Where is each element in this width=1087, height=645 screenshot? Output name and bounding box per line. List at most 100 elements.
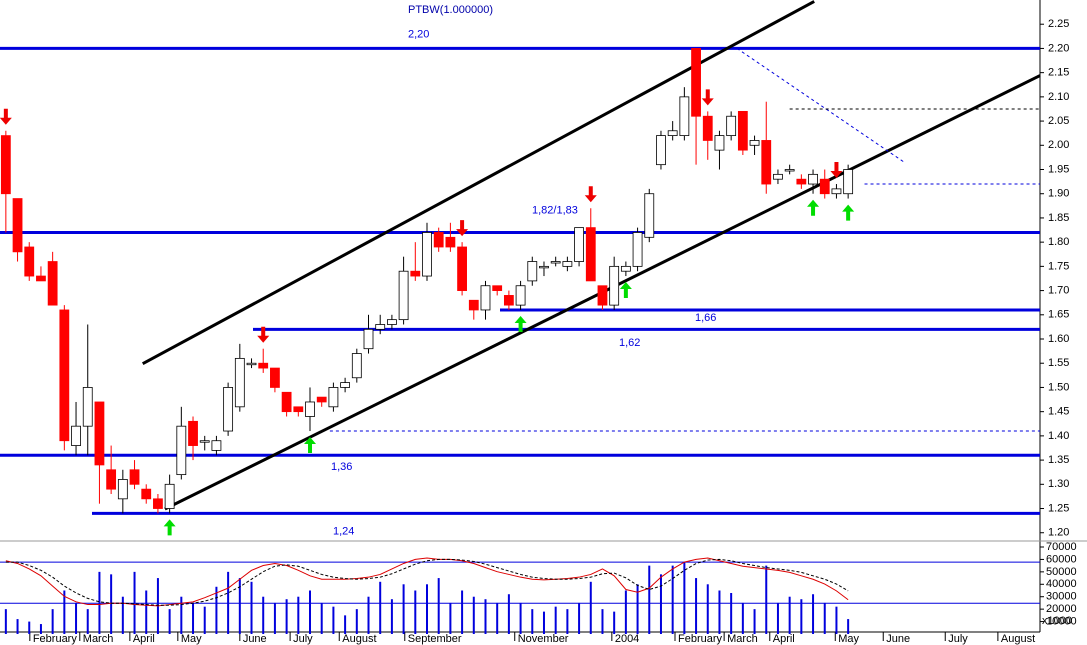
candle-body bbox=[843, 169, 854, 195]
level-label: 2,20 bbox=[408, 28, 429, 40]
candle-body bbox=[679, 96, 690, 137]
x-tick-label: September bbox=[408, 633, 462, 645]
x-tick-label: August bbox=[1001, 633, 1035, 645]
candle-body bbox=[410, 270, 421, 277]
buy-arrow bbox=[514, 315, 527, 332]
x-tick-label: April bbox=[133, 633, 155, 645]
candle-body bbox=[831, 188, 842, 195]
candle-body bbox=[819, 178, 830, 195]
candle-body bbox=[106, 469, 117, 490]
x-tick-label: March bbox=[727, 633, 758, 645]
y-tick-label: 70000 bbox=[1046, 541, 1077, 553]
candle-body bbox=[176, 425, 187, 476]
candle-body bbox=[71, 425, 81, 446]
buy-arrow bbox=[842, 204, 855, 221]
candle-body bbox=[281, 391, 292, 413]
level-label: 1,66 bbox=[695, 312, 716, 324]
candle-body bbox=[141, 488, 152, 500]
level-label: 1,82/1,83 bbox=[532, 204, 578, 216]
candle-body bbox=[94, 401, 105, 466]
buy-arrow bbox=[619, 282, 632, 299]
candle-body bbox=[667, 130, 678, 137]
candle-body bbox=[129, 469, 140, 485]
trend-line bbox=[142, 0, 815, 366]
chart-title: PTBW(1.000000) bbox=[408, 4, 493, 16]
candle-body bbox=[363, 328, 374, 350]
y-tick-label: 1.90 bbox=[1048, 188, 1069, 200]
y-tick-label: 2.20 bbox=[1048, 42, 1069, 54]
y-tick-label: 1.85 bbox=[1048, 212, 1069, 224]
y-tick-label: 1.35 bbox=[1048, 454, 1069, 466]
candle-body bbox=[328, 387, 339, 408]
candle-body bbox=[211, 440, 222, 451]
y-tick-label: 40000 bbox=[1046, 578, 1077, 590]
candle-body bbox=[749, 140, 760, 146]
candle-body bbox=[47, 261, 58, 306]
candle-body bbox=[199, 440, 210, 443]
y-tick-label: 1.40 bbox=[1048, 430, 1069, 442]
candle-body bbox=[773, 173, 783, 180]
candle-body bbox=[644, 193, 655, 238]
candle-body bbox=[609, 265, 620, 306]
y-tick-label: 30000 bbox=[1046, 591, 1077, 603]
y-tick-label: 1.95 bbox=[1048, 163, 1069, 175]
sell-arrow bbox=[0, 108, 12, 125]
candle-body bbox=[562, 261, 573, 267]
candle-body bbox=[761, 140, 772, 185]
candle-body bbox=[59, 309, 70, 442]
candle-body bbox=[527, 261, 538, 282]
x-tick-label: 2004 bbox=[615, 633, 639, 645]
candle-body bbox=[270, 367, 280, 388]
candle-body bbox=[188, 420, 198, 446]
x-tick-label: March bbox=[83, 633, 114, 645]
candle-body bbox=[351, 353, 362, 379]
y-tick-label: 1.75 bbox=[1048, 260, 1069, 272]
candle-body bbox=[796, 178, 807, 185]
candle-body bbox=[375, 324, 386, 330]
candle-body bbox=[82, 387, 93, 427]
sell-arrow bbox=[584, 186, 597, 203]
y-tick-label: 50000 bbox=[1046, 566, 1077, 578]
candle-body bbox=[164, 483, 175, 509]
y-tick-label: 1.25 bbox=[1048, 502, 1069, 514]
x-tick-label: June bbox=[886, 633, 910, 645]
buy-arrow bbox=[163, 519, 176, 536]
candle-body bbox=[585, 227, 596, 282]
y-tick-label: 2.25 bbox=[1048, 18, 1069, 30]
candle-body bbox=[656, 135, 666, 166]
candle-body bbox=[36, 275, 46, 282]
x-tick-label: February bbox=[678, 633, 723, 645]
candle-body bbox=[445, 236, 456, 248]
guide-line bbox=[736, 48, 905, 163]
x-tick-label: August bbox=[342, 633, 376, 645]
candle-body bbox=[503, 295, 514, 306]
y-tick-label: 1.30 bbox=[1048, 478, 1069, 490]
candle-body bbox=[387, 319, 397, 325]
candle-body bbox=[117, 479, 128, 500]
y-tick-label: 1.50 bbox=[1048, 381, 1069, 393]
x-tick-label: July bbox=[948, 633, 968, 645]
buy-arrow bbox=[304, 437, 317, 454]
candle-body bbox=[737, 110, 748, 151]
candle-body bbox=[12, 198, 23, 253]
y-tick-label: 2.15 bbox=[1048, 67, 1069, 79]
y-tick-label: 1.65 bbox=[1048, 309, 1069, 321]
y-tick-label: 1.60 bbox=[1048, 333, 1069, 345]
y-tick-label: 20000 bbox=[1046, 603, 1077, 615]
y-tick-label: 10000 bbox=[1046, 615, 1077, 627]
x-tick-label: April bbox=[773, 633, 795, 645]
candle-body bbox=[24, 246, 35, 277]
candle-body bbox=[515, 285, 526, 306]
sell-arrow bbox=[257, 326, 270, 343]
candle-body bbox=[433, 232, 444, 248]
level-label: 1,24 bbox=[333, 525, 354, 537]
candle-body bbox=[597, 285, 608, 306]
candle-body bbox=[457, 246, 467, 291]
candle-body bbox=[550, 261, 561, 264]
candle-body bbox=[726, 115, 737, 137]
y-tick-label: 2.10 bbox=[1048, 91, 1069, 103]
sell-arrow bbox=[456, 220, 469, 237]
candle-body bbox=[398, 270, 409, 321]
sell-arrow bbox=[701, 89, 714, 106]
